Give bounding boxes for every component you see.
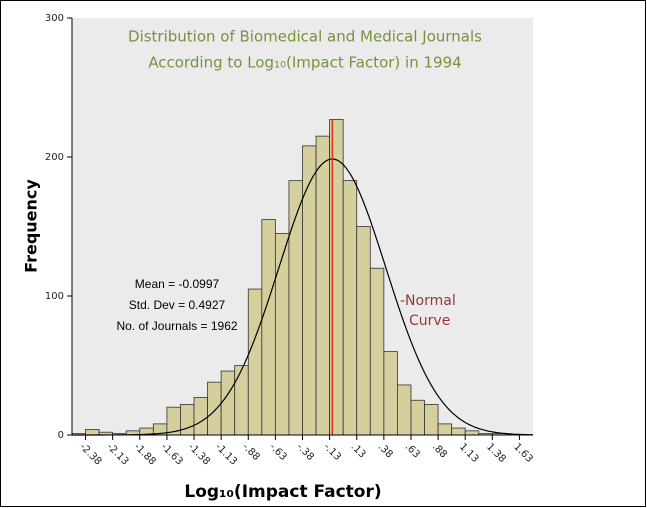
stat-label: No. of Journals = bbox=[116, 319, 207, 333]
bar bbox=[356, 226, 371, 436]
bar bbox=[451, 427, 466, 436]
stat-label: Mean = bbox=[135, 277, 175, 291]
curve-label: -Normal bbox=[400, 293, 456, 309]
y-axis-label: Frequency bbox=[22, 179, 41, 273]
stat-value: -0.0997 bbox=[179, 277, 220, 291]
bar bbox=[397, 384, 412, 436]
y-tick-label: 0 bbox=[58, 430, 64, 441]
bar bbox=[207, 381, 222, 436]
bar bbox=[342, 180, 358, 436]
bar bbox=[383, 351, 398, 436]
bar bbox=[315, 135, 331, 436]
y-tick-label: 200 bbox=[45, 152, 64, 163]
stat-annotation: No. of Journals = 1962 bbox=[116, 319, 237, 333]
normal-curve bbox=[72, 158, 534, 436]
bar bbox=[234, 365, 249, 436]
bar bbox=[369, 267, 385, 436]
bar bbox=[85, 429, 100, 436]
curve-label: Curve bbox=[409, 313, 450, 329]
stat-annotation: Std. Dev = 0.4927 bbox=[129, 298, 226, 312]
y-tick-label: 300 bbox=[45, 13, 64, 24]
bar bbox=[193, 397, 208, 436]
y-tick-label: 100 bbox=[45, 291, 64, 302]
stat-annotation: Mean = -0.0997 bbox=[135, 277, 220, 291]
stat-label: Std. Dev = bbox=[129, 298, 185, 312]
bar bbox=[302, 145, 317, 436]
stat-value: 1962 bbox=[211, 319, 238, 333]
stat-value: 0.4927 bbox=[189, 298, 226, 312]
bar bbox=[274, 233, 290, 436]
bar bbox=[424, 404, 439, 436]
bar bbox=[437, 423, 453, 436]
bar bbox=[464, 430, 480, 436]
chart-title: According to Log₁₀(Impact Factor) in 199… bbox=[148, 54, 461, 72]
chart-title: Distribution of Biomedical and Medical J… bbox=[128, 28, 482, 46]
x-axis-label: Log₁₀(Impact Factor) bbox=[184, 482, 381, 502]
bar bbox=[288, 180, 303, 436]
bar bbox=[247, 288, 263, 436]
bar bbox=[220, 370, 236, 436]
bar bbox=[180, 404, 195, 436]
bar bbox=[410, 399, 425, 436]
bar bbox=[261, 219, 276, 436]
